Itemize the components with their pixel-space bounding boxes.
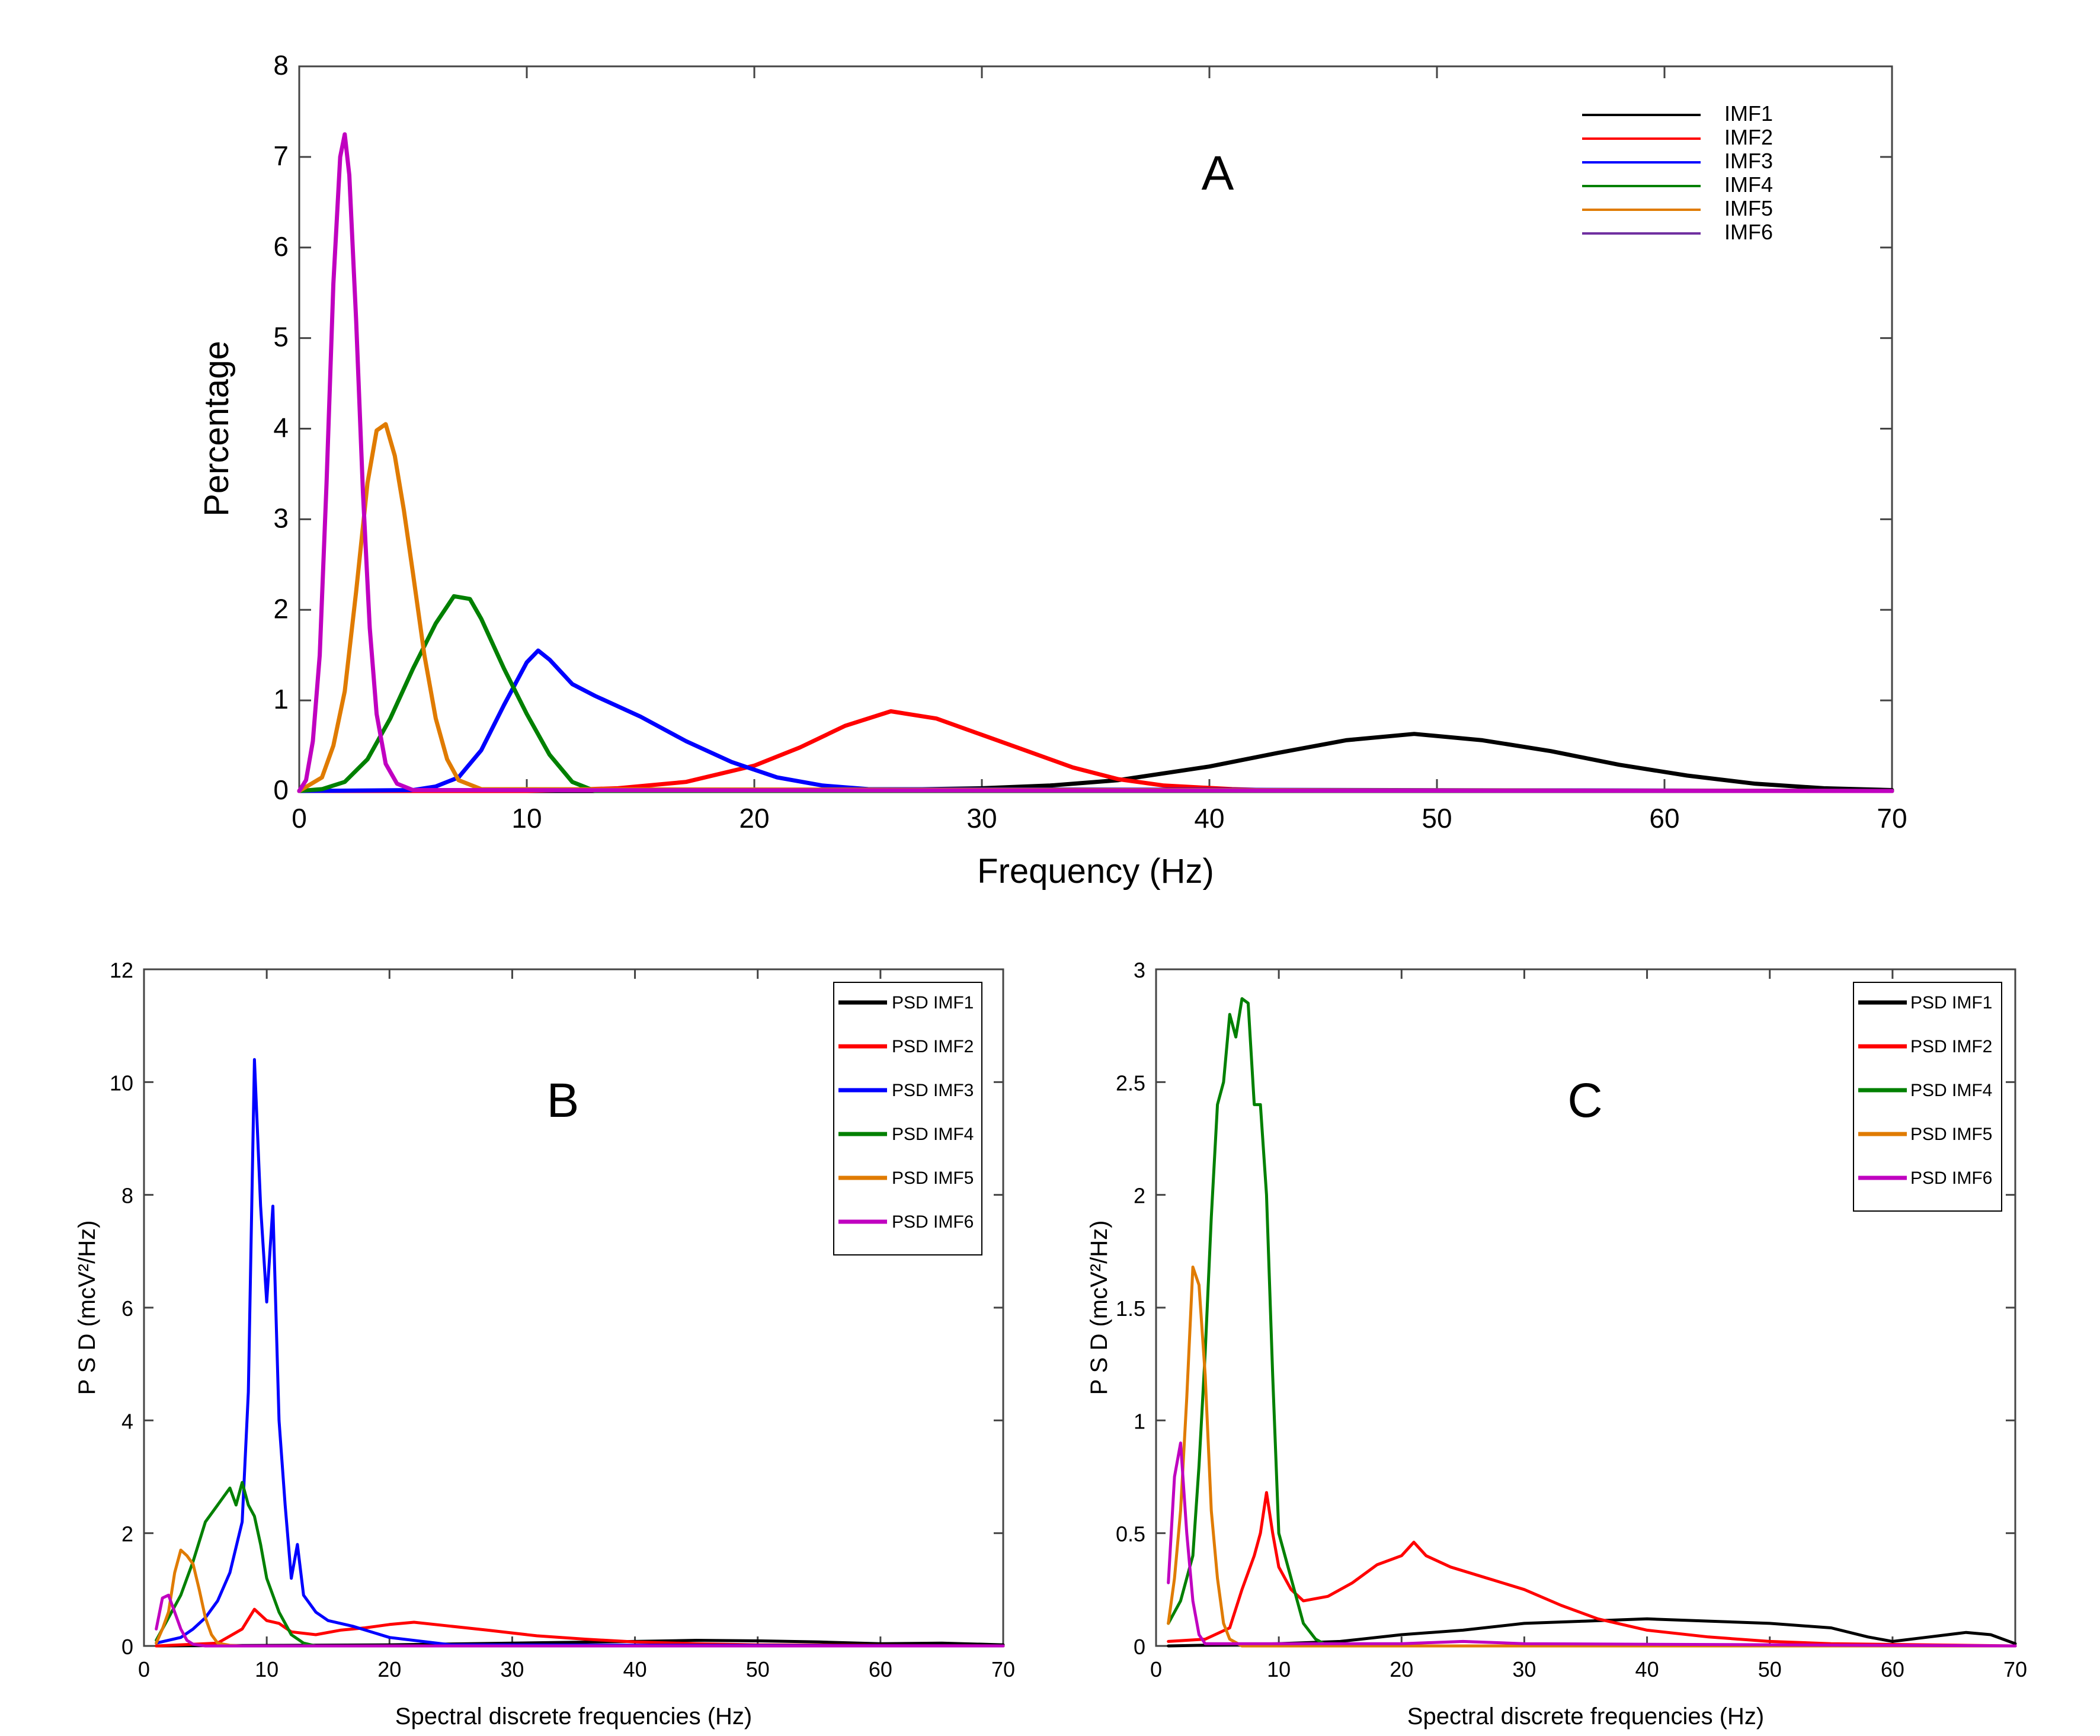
y-axis-label: P S D (mcV²/Hz) [74,1221,100,1395]
panel-c: 0 10 20 30 40 50 60 70 0 0.5 1 1.5 2 2.5 3 Spectral dis… [1086,958,2027,1729]
y-tick-label: 6 [273,231,289,262]
y-tick-label: 10 [110,1071,133,1095]
legend: PSD IMF1 PSD IMF2 PSD IMF3 PSD IMF4 PSD IMF5… [833,982,982,1255]
legend-label: PSD IMF5 [1910,1125,1992,1144]
panel-letter: B [547,1074,580,1128]
x-tick-label: 30 [1512,1657,1536,1681]
y-tick-label: 12 [110,958,133,982]
legend-box [1853,982,2002,1212]
legend-label: PSD IMF2 [1910,1037,1992,1056]
legend-label: PSD IMF6 [892,1212,974,1232]
y-tick-label: 1 [1134,1409,1145,1433]
series-line-psd-imf1 [1167,1617,2017,1648]
series-line-psd-imf5 [155,1548,1005,1648]
legend-box [833,982,982,1255]
x-tick-label: 30 [966,803,997,834]
x-tick-label: 70 [1877,803,1907,834]
y-tick-label: 0.5 [1116,1522,1145,1546]
x-tick-label: 50 [746,1657,770,1681]
y-tick-label: 3 [273,502,289,533]
y-tick-label: 4 [121,1409,133,1433]
y-tick-label: 1 [273,684,289,715]
y-tick-label: 2 [273,593,289,624]
x-tick-label: 10 [255,1657,278,1681]
y-tick-label: 4 [273,412,289,443]
legend-label: IMF5 [1724,196,1773,220]
x-tick-label: 50 [1758,1657,1782,1681]
panel-a-axes-box [298,65,1893,792]
panel-b: 0 10 20 30 40 50 60 70 0 2 4 6 8 10 12 Spectral discret… [74,958,1015,1729]
legend-label: PSD IMF4 [892,1125,974,1144]
x-axis-label: Spectral discrete frequencies (Hz) [1407,1703,1764,1729]
y-tick-label: 0 [273,774,289,805]
legend-label: IMF6 [1724,220,1773,244]
x-tick-label: 10 [511,803,542,834]
x-tick-label: 50 [1422,803,1452,834]
x-axis-label: Spectral discrete frequencies (Hz) [395,1703,752,1729]
series-line-psd-imf6 [155,1593,1005,1648]
series-line-imf5 [297,422,1894,793]
legend-label: PSD IMF5 [892,1168,974,1188]
series-line-imf6 [297,132,1894,793]
x-axis-label: Frequency (Hz) [977,852,1214,891]
y-tick-label: 5 [273,322,289,353]
series-line-imf2 [297,709,1894,793]
panel-a: 0 10 20 30 40 50 60 70 0 1 2 3 4 5 6 7 8 Frequency (Hz) Pe… [197,50,1907,891]
panel-letter: C [1567,1074,1602,1128]
y-tick-label: 8 [273,50,289,81]
x-tick-label: 60 [1649,803,1679,834]
legend-label: IMF1 [1724,101,1773,126]
y-tick-label: 8 [121,1184,133,1208]
x-tick-label: 0 [292,803,307,834]
legend-label: PSD IMF1 [892,993,974,1013]
legend-label: PSD IMF4 [1910,1081,1992,1100]
y-tick-label: 1.5 [1116,1296,1145,1321]
y-axis-label: Percentage [197,341,236,517]
x-tick-label: 40 [1635,1657,1659,1681]
x-tick-label: 20 [1390,1657,1413,1681]
y-tick-label: 2 [1134,1184,1145,1208]
series-line-psd-imf2 [1167,1491,2017,1648]
legend-label: PSD IMF3 [892,1081,974,1100]
y-axis-label: P S D (mcV²/Hz) [1086,1221,1112,1395]
x-tick-label: 70 [991,1657,1015,1681]
series-line-psd-imf3 [155,1058,1005,1648]
y-tick-label: 3 [1134,958,1145,982]
x-tick-label: 20 [377,1657,401,1681]
x-tick-label: 60 [1881,1657,1904,1681]
series-line-imf3 [297,648,1894,793]
y-tick-label: 0 [1134,1635,1145,1659]
series-line-psd-imf5 [1167,1266,2017,1648]
x-tick-label: 0 [1150,1657,1162,1681]
series-line-imf4 [297,594,1894,793]
panel-letter: A [1202,146,1234,200]
series-line-psd-imf2 [155,1607,1005,1648]
y-tick-label: 6 [121,1296,133,1321]
legend-label: PSD IMF6 [1910,1168,1992,1188]
series-line-psd-imf4 [155,1481,1005,1648]
y-tick-label: 2 [121,1522,133,1546]
x-tick-label: 0 [138,1657,150,1681]
legend: PSD IMF1 PSD IMF2 PSD IMF4 PSD IMF5 PSD IMF6 [1853,982,2002,1212]
y-tick-label: 0 [121,1635,133,1659]
series-line-psd-imf6 [1167,1441,2017,1648]
series-line-psd-imf4 [1167,997,2017,1648]
x-tick-label: 40 [1194,803,1224,834]
legend-label: PSD IMF2 [892,1037,974,1056]
legend-label: IMF2 [1724,125,1773,149]
y-tick-label: 2.5 [1116,1071,1145,1095]
legend-label: PSD IMF1 [1910,993,1992,1013]
x-tick-label: 30 [500,1657,524,1681]
x-tick-label: 40 [623,1657,647,1681]
y-tick-label: 7 [273,140,289,171]
legend-label: IMF3 [1724,149,1773,173]
x-tick-label: 20 [739,803,769,834]
series-line-imf1 [297,732,1894,793]
x-tick-label: 60 [869,1657,892,1681]
x-tick-label: 70 [2003,1657,2027,1681]
legend-label: IMF4 [1724,172,1773,197]
x-tick-label: 10 [1267,1657,1291,1681]
